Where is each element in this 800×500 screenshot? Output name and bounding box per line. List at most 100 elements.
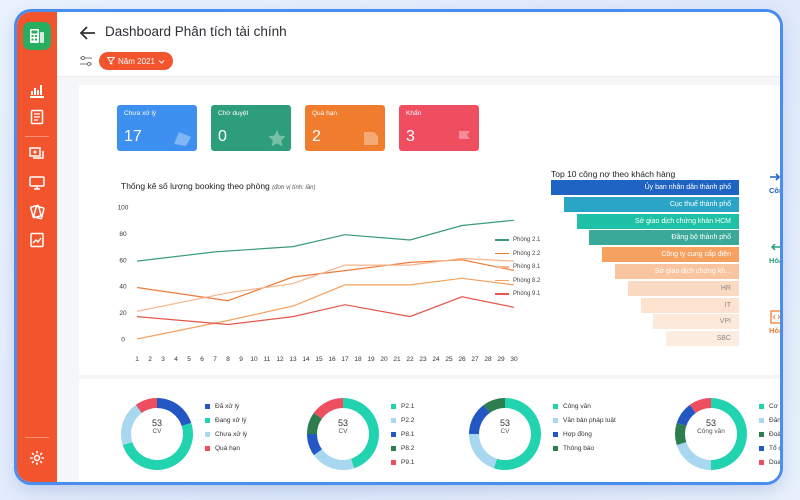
funnel-bar[interactable]: Ủy ban nhân dân thành phố bbox=[551, 180, 739, 195]
donut-total: 53 bbox=[705, 418, 716, 428]
kpi-card-overdue[interactable]: Quá hạn 2 bbox=[305, 105, 385, 151]
donut-slice bbox=[157, 398, 192, 426]
calculator-icon bbox=[30, 29, 44, 43]
legend-item[interactable]: Phòng 2.2 bbox=[495, 251, 540, 257]
donut-legend-item[interactable]: Doanl bbox=[759, 459, 780, 466]
report-icon[interactable] bbox=[29, 232, 45, 248]
legend-swatch bbox=[495, 239, 509, 241]
kpi-label: Chờ duyệt bbox=[218, 110, 249, 117]
series-line-phòng-8.2 bbox=[136, 277, 515, 340]
donut-legend-item[interactable]: Đăng bbox=[759, 417, 780, 424]
x-tick-label: 1 bbox=[135, 356, 139, 363]
funnel-bar[interactable]: HR bbox=[627, 280, 739, 296]
x-tick-label: 18 bbox=[354, 356, 362, 363]
legend-label: Đoàn bbox=[769, 431, 780, 438]
x-tick-label: 22 bbox=[406, 356, 414, 363]
y-tick-label: 0 bbox=[121, 337, 125, 344]
side-card-2[interactable]: Hóa bbox=[769, 240, 780, 265]
x-tick-label: 9 bbox=[239, 356, 243, 363]
donut-slice bbox=[307, 412, 322, 434]
app-logo[interactable] bbox=[23, 22, 51, 50]
donut-legend-item[interactable]: P2.2 bbox=[391, 417, 414, 424]
kpi-value: 2 bbox=[312, 128, 321, 145]
legend-label: Cơ qu bbox=[769, 403, 780, 410]
finance-icon[interactable] bbox=[29, 145, 45, 161]
donut-legend-item[interactable]: Đoàn bbox=[759, 431, 780, 438]
donut-legend-item[interactable]: Đã xử lý bbox=[205, 403, 239, 410]
x-tick-label: 17 bbox=[341, 356, 349, 363]
legend-swatch bbox=[553, 418, 558, 423]
x-tick-label: 19 bbox=[367, 356, 375, 363]
legend-label: P9.1 bbox=[401, 459, 415, 466]
side-card-3[interactable]: Hóa bbox=[769, 310, 780, 335]
side-card-label: Hóa bbox=[769, 326, 780, 335]
funnel-chart-title: Top 10 công nợ theo khách hàng bbox=[551, 169, 676, 179]
y-tick-label: 20 bbox=[119, 310, 127, 317]
donut-legend-item[interactable]: P8.1 bbox=[391, 431, 414, 438]
legend-swatch bbox=[553, 404, 558, 409]
kpi-card-urgent[interactable]: Khẩn 3 bbox=[399, 105, 479, 151]
x-tick-label: 15 bbox=[315, 356, 323, 363]
donut-legend-item[interactable]: Thông báo bbox=[553, 445, 594, 452]
donut-legend-item[interactable]: Quá hạn bbox=[205, 445, 240, 452]
gear-icon[interactable] bbox=[29, 450, 45, 466]
legend-label: Hợp đồng bbox=[563, 431, 592, 438]
legend-swatch bbox=[205, 446, 210, 451]
legend-item[interactable]: Phòng 8.2 bbox=[495, 278, 540, 284]
legend-label: Đăng bbox=[769, 417, 780, 424]
funnel-bar[interactable]: Sở giao dịch chứng kh... bbox=[615, 264, 739, 279]
x-tick-label: 26 bbox=[458, 356, 466, 363]
kpi-label: Khẩn bbox=[406, 110, 422, 117]
donut-legend-item[interactable]: P9.1 bbox=[391, 459, 414, 466]
donut-svg bbox=[121, 398, 193, 470]
donut-slice bbox=[676, 442, 711, 470]
back-arrow-icon[interactable] bbox=[79, 24, 97, 42]
kpi-card-awaiting[interactable]: Chờ duyệt 0 bbox=[211, 105, 291, 151]
document-list-icon[interactable] bbox=[29, 109, 45, 125]
kpi-label: Chưa xử lý bbox=[124, 110, 157, 117]
x-tick-label: 30 bbox=[510, 356, 518, 363]
donut-legend-item[interactable]: P8.2 bbox=[391, 445, 414, 452]
bar-chart-icon[interactable] bbox=[29, 82, 45, 98]
x-tick-label: 12 bbox=[276, 356, 284, 363]
legend-swatch bbox=[205, 432, 210, 437]
donut-legend-item[interactable]: Chưa xử lý bbox=[205, 431, 247, 438]
legend-item[interactable]: Phòng 8.1 bbox=[495, 264, 540, 270]
funnel-bar[interactable]: Công ty cung cấp điện bbox=[602, 247, 739, 263]
donut-legend-item[interactable]: Cơ qu bbox=[759, 403, 780, 410]
x-tick-label: 27 bbox=[471, 356, 479, 363]
donut-legend-item[interactable]: Hợp đồng bbox=[553, 431, 592, 438]
donut-legend-item[interactable]: P2.1 bbox=[391, 403, 414, 410]
funnel-bar[interactable]: Cục thuế thành phố bbox=[563, 196, 739, 212]
legend-item[interactable]: Phòng 9.1 bbox=[495, 291, 540, 297]
donut-slice bbox=[122, 422, 193, 470]
cards-icon[interactable] bbox=[29, 204, 45, 220]
side-card-label: Hóa bbox=[769, 256, 780, 265]
legend-swatch bbox=[759, 460, 764, 465]
inbox-icon bbox=[174, 132, 191, 146]
year-filter-dropdown[interactable]: Năm 2021 bbox=[99, 52, 173, 70]
funnel-bar[interactable]: SBC bbox=[666, 331, 739, 347]
chevron-down-icon bbox=[158, 59, 165, 64]
flag-icon bbox=[459, 131, 470, 146]
year-filter-label: Năm 2021 bbox=[118, 56, 155, 66]
legend-item[interactable]: Phòng 2.1 bbox=[495, 237, 540, 243]
y-tick-label: 100 bbox=[118, 205, 129, 212]
donut-center: 53 CV bbox=[303, 418, 383, 435]
donut-legend-item[interactable]: Tổ ch bbox=[759, 445, 780, 452]
side-card-1[interactable]: Công bbox=[769, 170, 780, 195]
funnel-bar[interactable]: Đăng bộ thành phố bbox=[589, 230, 739, 246]
legend-label: Phòng 9.1 bbox=[513, 291, 541, 297]
legend-swatch bbox=[759, 432, 764, 437]
donut-legend-item[interactable]: Văn bản pháp luật bbox=[553, 417, 616, 424]
adjust-icon[interactable] bbox=[79, 54, 93, 68]
funnel-bar[interactable]: IT bbox=[640, 297, 739, 313]
kpi-card-pending[interactable]: Chưa xử lý 17 bbox=[117, 105, 197, 151]
x-tick-label: 20 bbox=[380, 356, 388, 363]
donut-legend-item[interactable]: Đang xử lý bbox=[205, 417, 246, 424]
donut-legend-item[interactable]: Công văn bbox=[553, 403, 591, 410]
monitor-icon[interactable] bbox=[29, 175, 45, 191]
funnel-bar[interactable]: Sở giao dịch chứng khán HCM bbox=[576, 213, 739, 229]
funnel-bar[interactable]: VPI bbox=[653, 314, 739, 330]
